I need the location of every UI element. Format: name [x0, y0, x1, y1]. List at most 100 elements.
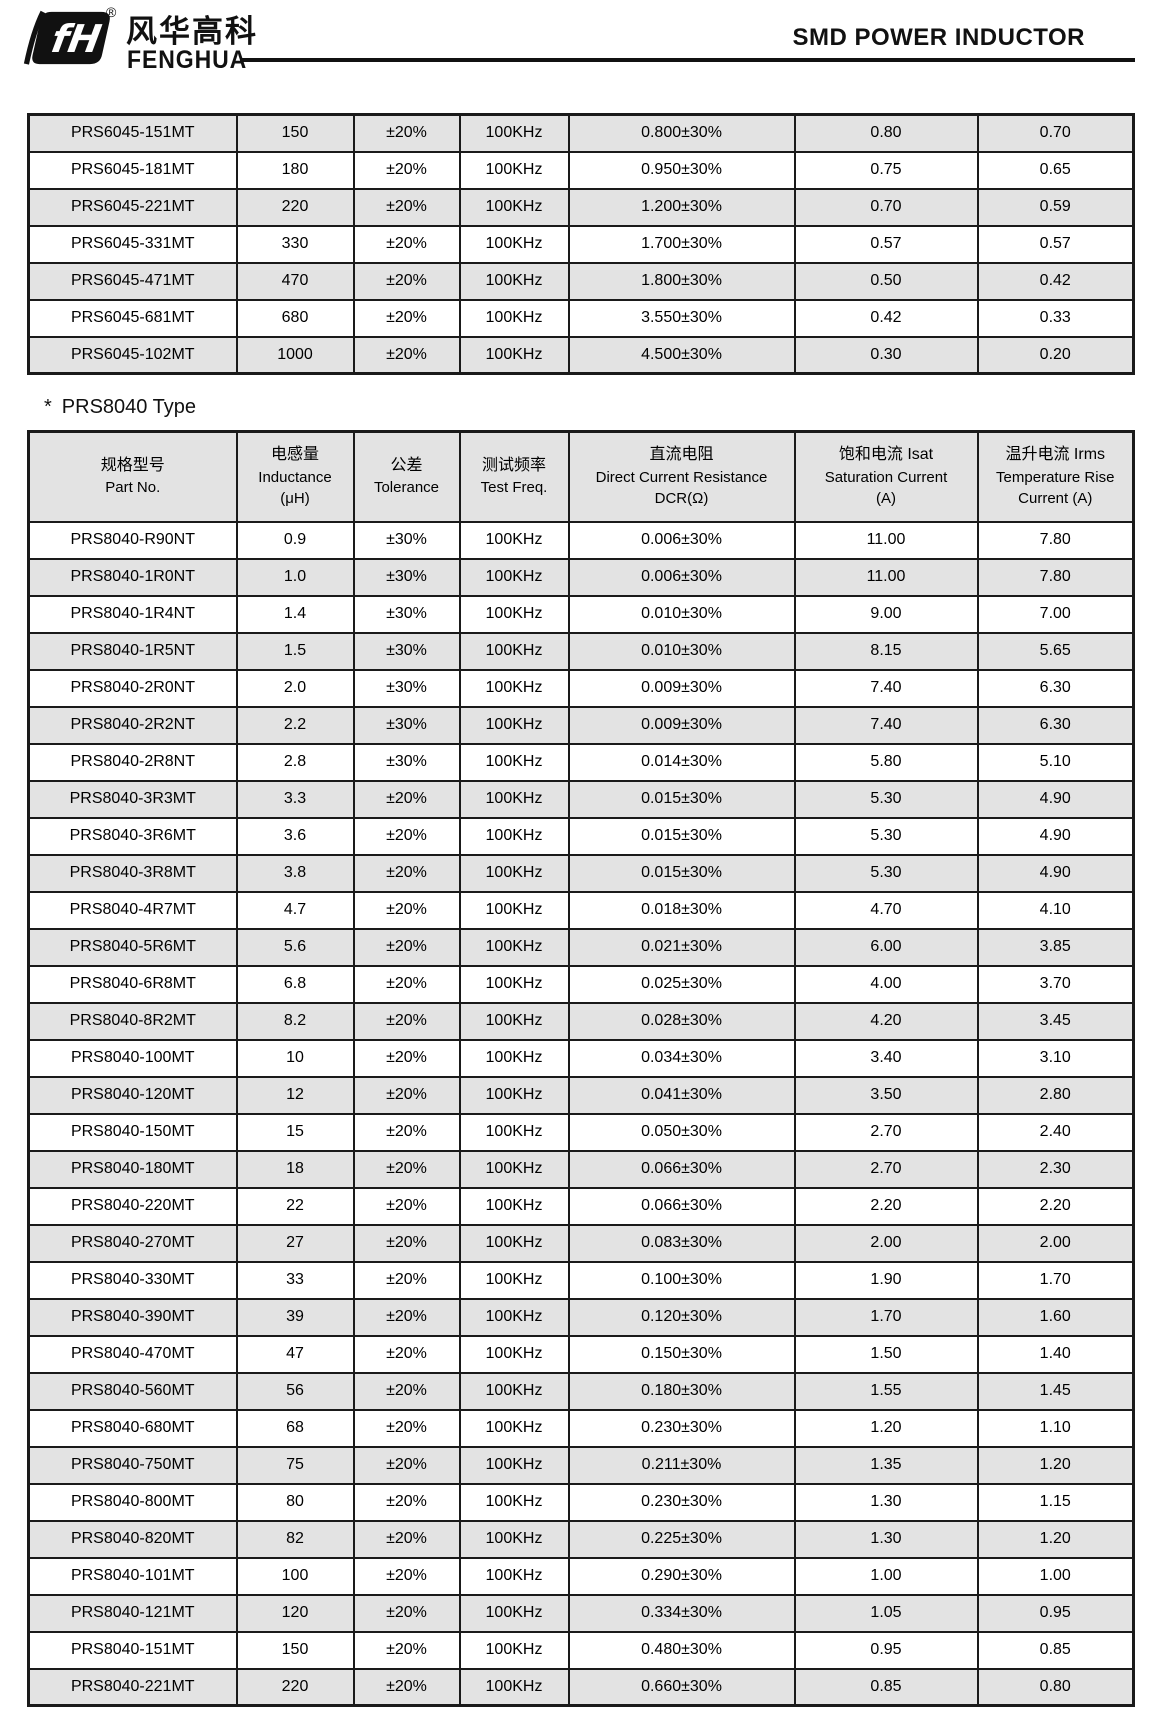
cell-part-no: PRS8040-390MT — [27, 1297, 238, 1337]
cell-test-freq: 100KHz — [458, 1593, 570, 1633]
cell-inductance: 33 — [235, 1260, 355, 1300]
cell-inductance: 10 — [235, 1038, 355, 1078]
cell-inductance: 5.6 — [235, 927, 355, 967]
cell-tolerance: ±20% — [352, 1260, 461, 1300]
cell-temp-rise-current: 1.20 — [976, 1519, 1135, 1559]
cell-saturation-current: 1.00 — [793, 1556, 979, 1596]
cell-saturation-current: 0.85 — [793, 1667, 979, 1707]
cell-tolerance: ±20% — [352, 1038, 461, 1078]
prs8040-table: 规格型号 Part No. 电感量 Inductance (μH) 公差 Tol… — [27, 430, 1135, 1707]
cell-inductance: 150 — [235, 1630, 355, 1670]
cell-tolerance: ±20% — [352, 1149, 461, 1189]
col-header-line: 公差 — [390, 456, 423, 474]
cell-temp-rise-current: 0.59 — [976, 187, 1135, 227]
cell-dcr: 0.120±30% — [567, 1297, 796, 1337]
cell-dcr: 1.200±30% — [567, 187, 796, 227]
prs8040-table-body: PRS8040-R90NT 0.9 ±30% 100KHz 0.006±30% … — [27, 520, 1135, 1707]
cell-dcr: 3.550±30% — [567, 298, 796, 338]
cell-dcr: 0.180±30% — [567, 1371, 796, 1411]
cell-dcr: 0.014±30% — [567, 742, 796, 782]
cell-test-freq: 100KHz — [458, 298, 570, 338]
cell-tolerance: ±20% — [352, 816, 461, 856]
table-row: PRS6045-681MT 680 ±20% 100KHz 3.550±30% … — [27, 298, 1135, 338]
cell-inductance: 12 — [235, 1075, 355, 1115]
cell-temp-rise-current: 0.57 — [976, 224, 1135, 264]
col-header-line: Temperature Rise — [996, 468, 1115, 486]
cell-tolerance: ±20% — [352, 927, 461, 967]
cell-test-freq: 100KHz — [458, 150, 570, 190]
svg-text:fH: fH — [48, 17, 105, 62]
cell-saturation-current: 0.30 — [793, 335, 979, 375]
cell-saturation-current: 1.20 — [793, 1408, 979, 1448]
cell-saturation-current: 1.90 — [793, 1260, 979, 1300]
cell-part-no: PRS8040-220MT — [27, 1186, 238, 1226]
table-row: PRS8040-270MT 27 ±20% 100KHz 0.083±30% 2… — [27, 1223, 1135, 1263]
cell-test-freq: 100KHz — [458, 1297, 570, 1337]
cell-dcr: 0.211±30% — [567, 1445, 796, 1485]
fenghua-logo-icon: fH — [23, 10, 110, 65]
cell-saturation-current: 3.40 — [793, 1038, 979, 1078]
cell-part-no: PRS8040-270MT — [27, 1223, 238, 1263]
cell-inductance: 2.0 — [235, 668, 355, 708]
cell-dcr: 0.480±30% — [567, 1630, 796, 1670]
cell-temp-rise-current: 1.60 — [976, 1297, 1135, 1337]
cell-dcr: 0.009±30% — [567, 705, 796, 745]
cell-saturation-current: 6.00 — [793, 927, 979, 967]
cell-saturation-current: 2.70 — [793, 1112, 979, 1152]
cell-tolerance: ±30% — [352, 668, 461, 708]
cell-dcr: 0.021±30% — [567, 927, 796, 967]
cell-temp-rise-current: 4.10 — [976, 890, 1135, 930]
cell-inductance: 68 — [235, 1408, 355, 1448]
table-row: PRS8040-3R3MT 3.3 ±20% 100KHz 0.015±30% … — [27, 779, 1135, 819]
cell-tolerance: ±30% — [352, 742, 461, 782]
cell-part-no: PRS8040-8R2MT — [27, 1001, 238, 1041]
cell-saturation-current: 4.00 — [793, 964, 979, 1004]
cell-part-no: PRS8040-2R2NT — [27, 705, 238, 745]
table-row: PRS8040-1R4NT 1.4 ±30% 100KHz 0.010±30% … — [27, 594, 1135, 634]
cell-part-no: PRS8040-100MT — [27, 1038, 238, 1078]
table-row: PRS8040-2R0NT 2.0 ±30% 100KHz 0.009±30% … — [27, 668, 1135, 708]
cell-inductance: 0.9 — [235, 520, 355, 560]
cell-dcr: 0.010±30% — [567, 631, 796, 671]
cell-test-freq: 100KHz — [458, 1630, 570, 1670]
cell-tolerance: ±20% — [352, 1001, 461, 1041]
cell-test-freq: 100KHz — [458, 964, 570, 1004]
header-rule — [240, 58, 1135, 62]
cell-tolerance: ±20% — [352, 335, 461, 375]
cell-inductance: 39 — [235, 1297, 355, 1337]
cell-saturation-current: 1.30 — [793, 1519, 979, 1559]
table-row: PRS8040-470MT 47 ±20% 100KHz 0.150±30% 1… — [27, 1334, 1135, 1374]
cell-dcr: 0.950±30% — [567, 150, 796, 190]
cell-dcr: 0.334±30% — [567, 1593, 796, 1633]
section-label: PRS8040 Type — [61, 396, 196, 418]
table-header-row: 规格型号 Part No. 电感量 Inductance (μH) 公差 Tol… — [27, 430, 1135, 523]
cell-part-no: PRS8040-680MT — [27, 1408, 238, 1448]
cell-tolerance: ±20% — [352, 1519, 461, 1559]
table-row: PRS8040-6R8MT 6.8 ±20% 100KHz 0.025±30% … — [27, 964, 1135, 1004]
cell-inductance: 6.8 — [235, 964, 355, 1004]
cell-tolerance: ±30% — [352, 557, 461, 597]
cell-temp-rise-current: 0.20 — [976, 335, 1135, 375]
cell-inductance: 180 — [235, 150, 355, 190]
cell-part-no: PRS8040-800MT — [27, 1482, 238, 1522]
cell-dcr: 0.034±30% — [567, 1038, 796, 1078]
cell-temp-rise-current: 6.30 — [976, 705, 1135, 745]
col-header-line: 电感量 — [270, 446, 319, 464]
cell-tolerance: ±20% — [352, 113, 461, 153]
cell-inductance: 82 — [235, 1519, 355, 1559]
cell-temp-rise-current: 5.65 — [976, 631, 1135, 671]
cell-inductance: 150 — [235, 113, 355, 153]
cell-dcr: 4.500±30% — [567, 335, 796, 375]
cell-temp-rise-current: 1.70 — [976, 1260, 1135, 1300]
table-row: PRS8040-R90NT 0.9 ±30% 100KHz 0.006±30% … — [27, 520, 1135, 560]
cell-tolerance: ±30% — [352, 631, 461, 671]
cell-part-no: PRS8040-3R3MT — [27, 779, 238, 819]
cell-temp-rise-current: 1.15 — [976, 1482, 1135, 1522]
col-header-line: (μH) — [280, 489, 310, 507]
cell-tolerance: ±20% — [352, 890, 461, 930]
table-row: PRS6045-331MT 330 ±20% 100KHz 1.700±30% … — [27, 224, 1135, 264]
cell-temp-rise-current: 1.10 — [976, 1408, 1135, 1448]
table-row: PRS6045-221MT 220 ±20% 100KHz 1.200±30% … — [27, 187, 1135, 227]
cell-tolerance: ±20% — [352, 1112, 461, 1152]
table-row: PRS8040-121MT 120 ±20% 100KHz 0.334±30% … — [27, 1593, 1135, 1633]
